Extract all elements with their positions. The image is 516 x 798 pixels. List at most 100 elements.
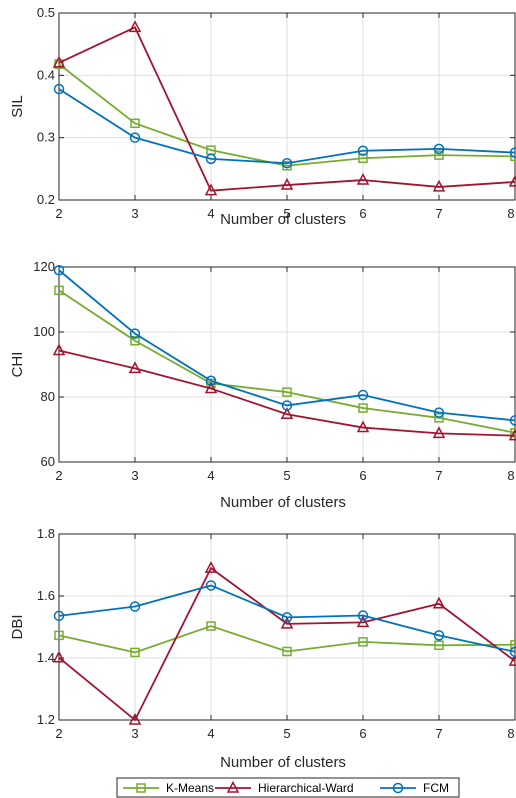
data-point (357, 610, 369, 621)
series-line (58, 566, 516, 722)
data-point (432, 426, 446, 439)
legend-entry: K-Means (123, 781, 214, 795)
x-tick-label: 7 (435, 206, 442, 221)
series-k-means (54, 621, 516, 658)
data-point (434, 640, 444, 651)
chart-panel-3: 2 3 4 5 6 7 8 1.2 1.4 1.6 1.8 Number of clusters DBI (9, 526, 516, 771)
data-point (358, 403, 368, 413)
data-point (356, 172, 370, 185)
data-point (52, 650, 66, 663)
legend-entry: FCM (380, 781, 449, 795)
y-tick-label: 100 (33, 324, 55, 339)
x-tick-label: 5 (283, 726, 290, 741)
x-axis-label: Number of clusters (220, 211, 346, 228)
data-point (128, 361, 142, 374)
data-point (356, 420, 370, 433)
data-point (508, 653, 516, 666)
data-point (128, 20, 142, 33)
data-point (53, 610, 65, 622)
data-point (433, 630, 445, 641)
data-point (54, 285, 64, 296)
data-point (204, 183, 218, 196)
data-point (130, 336, 140, 346)
y-axis-label: DBI (9, 614, 26, 639)
data-point (356, 615, 370, 628)
data-point (280, 177, 294, 190)
y-tick-label: 1.4 (37, 650, 55, 665)
legend-label: K-Means (166, 781, 214, 795)
x-tick-label: 8 (507, 206, 514, 221)
series-line (58, 269, 516, 422)
legend-marker (136, 783, 146, 793)
series-fcm (53, 265, 516, 426)
y-tick-label: 0.4 (37, 67, 55, 82)
data-point (129, 601, 141, 612)
data-point (53, 265, 65, 276)
series-line (58, 26, 516, 192)
data-point (434, 150, 444, 160)
x-tick-label: 2 (55, 726, 62, 741)
x-tick-label: 3 (131, 206, 138, 221)
data-point (508, 174, 516, 187)
series-hierarchical-ward (52, 20, 516, 196)
data-point (509, 415, 516, 426)
data-point (204, 381, 218, 394)
series-line (58, 88, 516, 165)
series-line (58, 349, 516, 437)
data-point (205, 580, 217, 591)
data-point (432, 179, 446, 192)
data-point (52, 55, 66, 68)
y-tick-label: 1.6 (37, 588, 55, 603)
x-tick-label: 5 (283, 468, 290, 483)
x-tick-label: 4 (207, 206, 214, 221)
data-point (280, 407, 294, 419)
data-point (358, 153, 368, 163)
series-hierarchical-ward (52, 343, 516, 441)
data-point (433, 143, 445, 155)
x-tick-label: 5 (283, 206, 290, 221)
y-tick-label: 1.8 (37, 526, 55, 541)
data-point (282, 646, 292, 657)
data-point (434, 413, 444, 423)
legend-marker (226, 780, 240, 793)
series-line (58, 584, 516, 653)
y-tick-label: 120 (33, 259, 55, 274)
x-tick-label: 6 (359, 726, 366, 741)
y-tick-label: 80 (41, 389, 55, 404)
data-point (129, 132, 141, 143)
data-point (508, 428, 516, 441)
data-point (281, 400, 293, 411)
x-axis-label: Number of clusters (220, 494, 346, 511)
y-axis-label: CHI (9, 352, 26, 378)
chart-panel-1: 2 3 4 5 6 7 8 0.2 0.3 0.4 0.5 Number of clusters SIL (9, 5, 516, 228)
y-tick-label: 60 (41, 454, 55, 469)
legend-label: Hierarchical-Ward (258, 781, 354, 795)
data-point (358, 637, 368, 647)
x-tick-label: 3 (131, 726, 138, 741)
x-tick-label: 3 (131, 468, 138, 483)
series-line (58, 625, 516, 654)
legend-label: FCM (423, 781, 449, 795)
data-point (280, 616, 294, 629)
series-k-means (54, 59, 516, 171)
data-point (52, 343, 66, 356)
legend: K-Means Hierarchical-Ward FCM (116, 777, 460, 798)
legend-entry: Hierarchical-Ward (215, 780, 354, 795)
x-tick-label: 7 (435, 468, 442, 483)
x-axis-label: Number of clusters (220, 754, 346, 771)
y-tick-label: 0.3 (37, 130, 55, 145)
series-line (58, 63, 516, 167)
x-tick-label: 6 (359, 206, 366, 221)
data-point (54, 630, 64, 641)
data-point (432, 596, 446, 609)
x-tick-label: 4 (207, 726, 214, 741)
y-axis-label: SIL (9, 95, 26, 118)
data-point (53, 83, 65, 95)
y-tick-label: 0.2 (37, 192, 55, 207)
data-point (357, 389, 369, 401)
series-fcm (53, 580, 516, 658)
x-tick-label: 7 (435, 726, 442, 741)
data-point (433, 407, 445, 418)
data-point (130, 118, 140, 129)
data-point (357, 145, 369, 157)
